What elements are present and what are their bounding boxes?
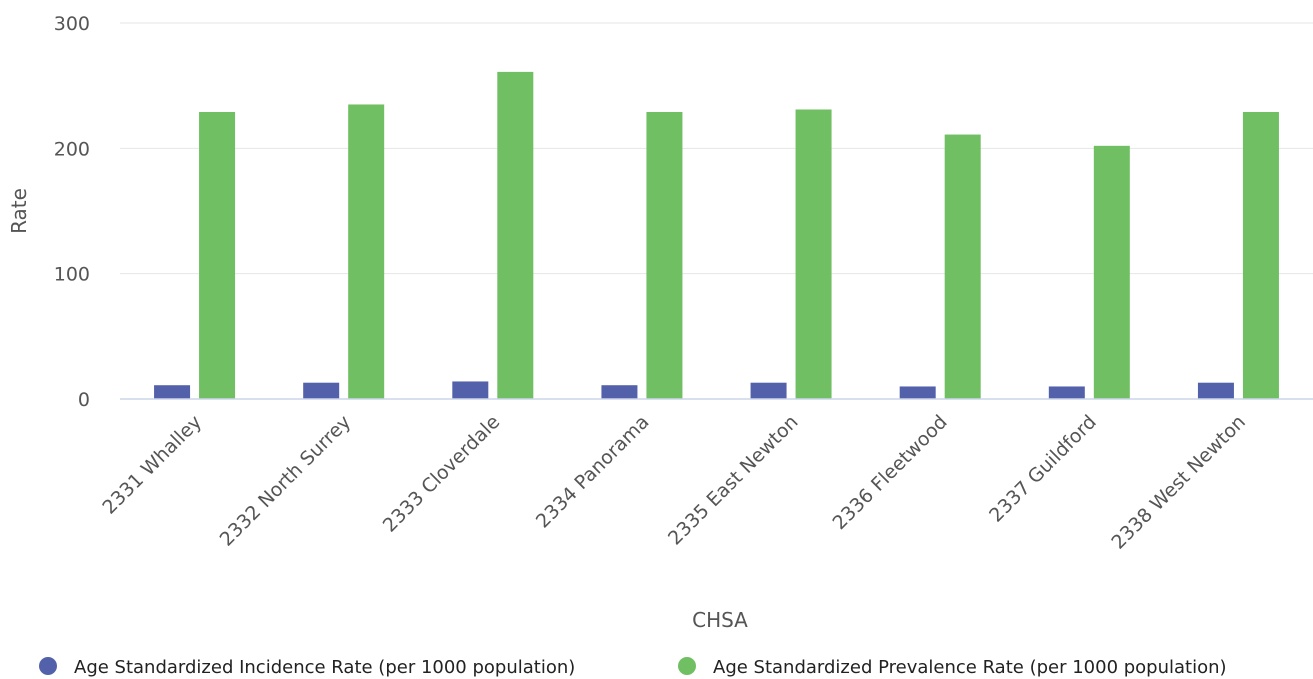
x-tick-label: 2334 Panorama xyxy=(532,411,654,533)
bar-series-1-8[interactable] xyxy=(1197,382,1234,399)
legend-label: Age Standardized Incidence Rate (per 100… xyxy=(74,657,575,678)
legend-item-2[interactable]: Age Standardized Prevalence Rate (per 10… xyxy=(678,657,1227,678)
gridlines xyxy=(120,22,1313,275)
x-tick-label: 2336 Fleetwood xyxy=(828,411,951,534)
bar-series-2-4[interactable] xyxy=(646,111,683,399)
bar-series-1-1[interactable] xyxy=(154,385,191,399)
bar-series-1-3[interactable] xyxy=(452,381,489,399)
x-tick-label: 2333 Cloverdale xyxy=(379,411,505,537)
bar-series-1-7[interactable] xyxy=(1048,386,1085,399)
legend-item-1[interactable]: Age Standardized Incidence Rate (per 100… xyxy=(39,657,575,678)
legend-marker xyxy=(39,657,57,675)
bars xyxy=(154,71,1279,399)
y-axis-title: Rate xyxy=(7,188,31,234)
legend[interactable]: Age Standardized Incidence Rate (per 100… xyxy=(39,657,1227,678)
y-tick-label: 200 xyxy=(54,138,90,160)
x-tick-label: 2332 North Surrey xyxy=(216,411,356,551)
bar-series-1-5[interactable] xyxy=(750,382,787,399)
y-axis-ticks: 0 100 200 300 xyxy=(54,13,90,411)
bar-series-1-6[interactable] xyxy=(899,386,936,399)
legend-label: Age Standardized Prevalence Rate (per 10… xyxy=(713,657,1227,678)
bar-series-1-4[interactable] xyxy=(601,385,638,399)
bar-series-2-3[interactable] xyxy=(497,71,534,399)
bar-series-2-6[interactable] xyxy=(944,134,981,399)
x-tick-label: 2338 West Newton xyxy=(1107,411,1250,554)
bar-series-2-2[interactable] xyxy=(348,104,385,399)
x-tick-label: 2335 East Newton xyxy=(664,411,803,550)
x-axis-ticks: 2331 Whalley 2332 North Surrey 2333 Clover… xyxy=(98,411,1250,554)
x-tick-label: 2337 Guildford xyxy=(985,411,1101,527)
y-tick-label: 300 xyxy=(54,13,90,35)
x-tick-label: 2331 Whalley xyxy=(98,411,206,519)
bar-series-2-7[interactable] xyxy=(1093,145,1130,399)
legend-marker xyxy=(678,657,696,675)
x-axis-title: CHSA xyxy=(692,608,748,632)
bar-series-2-5[interactable] xyxy=(795,109,832,399)
bar-series-1-2[interactable] xyxy=(303,382,340,399)
y-tick-label: 0 xyxy=(78,389,90,411)
bar-series-2-1[interactable] xyxy=(199,111,236,399)
bar-series-2-8[interactable] xyxy=(1242,111,1279,399)
y-tick-label: 100 xyxy=(54,264,90,286)
